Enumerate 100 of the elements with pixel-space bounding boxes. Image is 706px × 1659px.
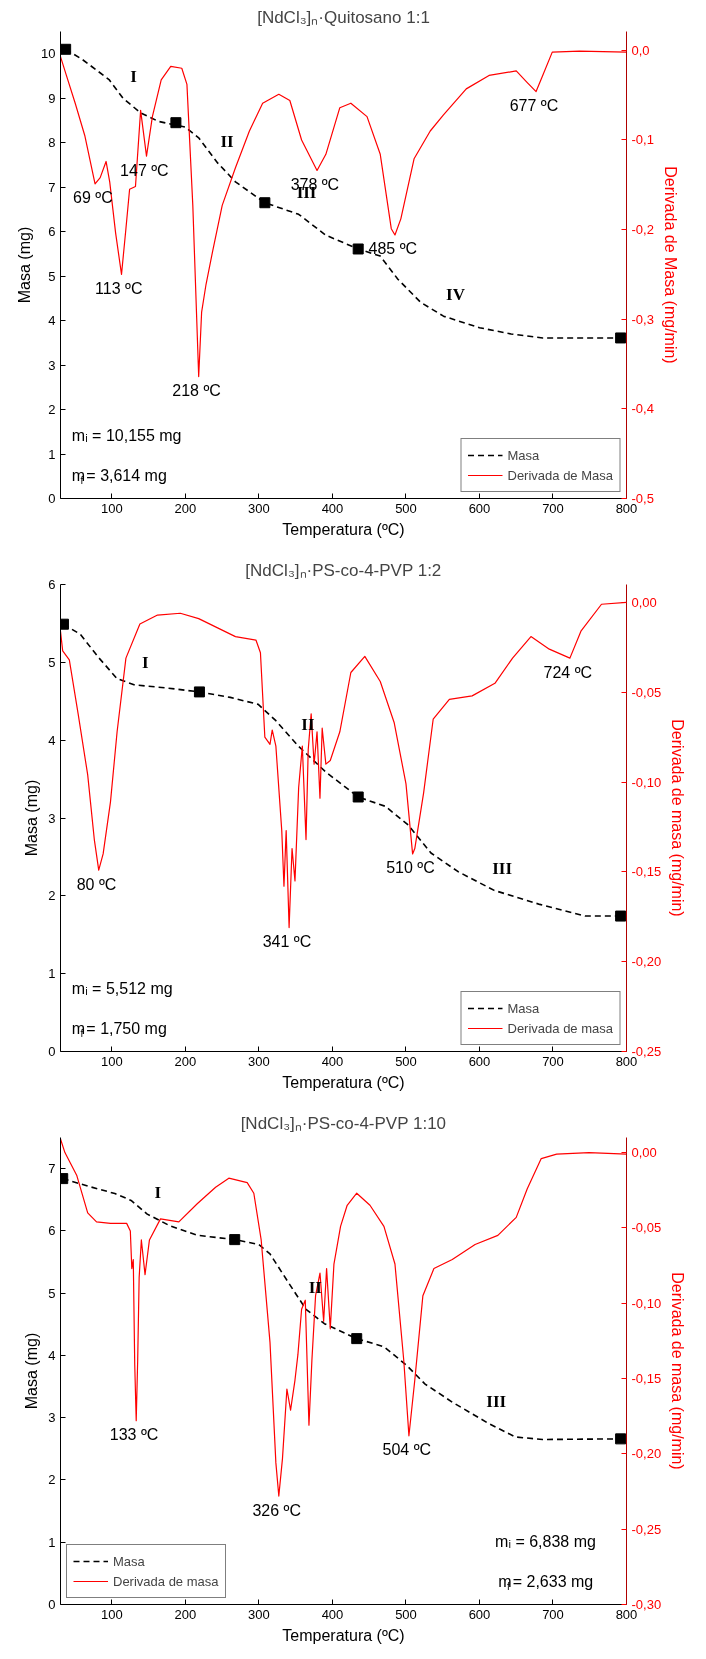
y-tick-label: 7 <box>48 1161 56 1177</box>
y2-tick-label: -0,20 <box>631 1446 662 1462</box>
x-tick-label: 200 <box>174 1606 197 1622</box>
y-tick-label: 0 <box>48 491 56 506</box>
point <box>615 332 627 344</box>
x-tick-label: 200 <box>174 500 197 516</box>
legend-label: Derivada de masa <box>113 1573 219 1589</box>
chart-title: [NdCl₃]ₙ·PS-co-4-PVP 1:2 <box>245 560 442 580</box>
annotation: IV <box>446 284 466 304</box>
y2-tick-label: -0,05 <box>631 684 662 700</box>
x-tick-label: 500 <box>395 500 417 516</box>
point <box>351 1333 363 1345</box>
annotation: 80 ºC <box>76 875 117 893</box>
y2-tick-label: -0,10 <box>631 774 662 790</box>
y2-tick-label: -0,20 <box>631 954 662 970</box>
annotation: mᵢ = 10,155 mg <box>71 426 182 444</box>
y2-axis-title: Derivada de Masa (mg/min) <box>661 166 679 364</box>
y-tick-label: 3 <box>48 357 56 373</box>
y-tick-label: 4 <box>48 1347 56 1363</box>
legend-label: Masa <box>113 1553 145 1569</box>
y-tick-label: 4 <box>48 732 56 748</box>
annotation: 510 ºC <box>386 859 435 877</box>
point <box>352 791 364 803</box>
legend-label: Derivada de Masa <box>507 467 613 483</box>
annotation: mᵢ = 6,838 mg <box>495 1532 596 1550</box>
annotation: 326 ºC <box>252 1501 301 1519</box>
y2-axis-title: Derivada de masa (mg/min) <box>669 719 687 917</box>
y-tick-label: 1 <box>48 1534 56 1550</box>
y-tick-label: 3 <box>48 1410 56 1426</box>
annotation: 218 ºC <box>172 382 221 400</box>
y-tick-label: 2 <box>48 402 56 418</box>
annotation: I <box>142 653 150 673</box>
x-tick-label: 300 <box>248 1053 270 1069</box>
annotation: 133 ºC <box>109 1426 159 1444</box>
y2-tick-label: 0,0 <box>631 42 650 58</box>
y-tick-label: 6 <box>48 1223 56 1239</box>
y-tick-label: 5 <box>48 654 56 670</box>
point <box>352 243 364 255</box>
y-tick-label: 10 <box>41 46 56 62</box>
x-tick-label: 300 <box>248 1606 270 1622</box>
annotation: III <box>492 858 513 878</box>
annotation: 485 ºC <box>368 240 418 258</box>
x-tick-label: 700 <box>542 1053 564 1069</box>
y2-tick-label: -0,30 <box>631 1597 662 1612</box>
y2-tick-label: -0,1 <box>631 132 654 148</box>
y2-tick-label: 0,00 <box>631 594 657 610</box>
annotation: III <box>486 1391 507 1411</box>
y-tick-label: 9 <box>48 90 56 106</box>
x-tick-label: 200 <box>174 1053 197 1069</box>
annotation: II <box>220 131 235 151</box>
x-tick-label: 600 <box>468 1606 491 1622</box>
y-axis-title: Masa (mg) <box>23 779 41 857</box>
y-tick-label: 6 <box>48 224 56 240</box>
annotation: mᵢ = 5,512 mg <box>71 979 173 997</box>
annotation: 504 ºC <box>382 1441 432 1459</box>
x-tick-label: 100 <box>101 1606 123 1622</box>
x-tick-label: 600 <box>468 500 491 516</box>
annotation: I <box>130 66 138 86</box>
y-tick-label: 2 <box>48 888 56 904</box>
chart-title: [NdCl₃]ₙ·PS-co-4-PVP 1:10 <box>240 1113 447 1133</box>
x-tick-label: 500 <box>395 1053 417 1069</box>
x-tick-label: 100 <box>101 1053 123 1069</box>
x-axis-title: Temperatura (ºC) <box>282 1073 405 1091</box>
annotation: 69 ºC <box>73 189 113 207</box>
x-tick-label: 600 <box>468 1053 491 1069</box>
annotation: 677 ºC <box>509 97 559 115</box>
y2-tick-label: -0,25 <box>631 1044 662 1059</box>
legend-label: Masa <box>507 447 540 463</box>
x-axis-title: Temperatura (ºC) <box>282 1626 405 1644</box>
y-tick-label: 8 <box>48 135 56 151</box>
point <box>170 117 182 129</box>
point <box>60 43 72 55</box>
y-tick-label: 3 <box>48 810 56 826</box>
y2-tick-label: 0,00 <box>631 1145 657 1161</box>
point <box>615 1433 627 1445</box>
y-tick-label: 0 <box>48 1597 56 1612</box>
x-tick-label: 100 <box>101 500 123 516</box>
chart-title: [NdCl₃]ₙ·Quitosano 1:1 <box>257 7 430 27</box>
y2-tick-label: -0,4 <box>631 401 654 417</box>
y2-tick-label: -0,10 <box>631 1295 662 1311</box>
y2-tick-label: -0,15 <box>631 1371 662 1387</box>
y-tick-label: 6 <box>48 577 56 592</box>
point <box>615 910 627 922</box>
y-tick-label: 1 <box>48 966 56 982</box>
x-tick-label: 400 <box>321 500 344 516</box>
y2-tick-label: -0,25 <box>631 1521 662 1537</box>
annotation: 724 ºC <box>543 663 593 681</box>
y-axis-title: Masa (mg) <box>23 1332 41 1410</box>
legend-label: Masa <box>507 1000 540 1016</box>
y-tick-label: 5 <box>48 1285 56 1301</box>
y-axis-title: Masa (mg) <box>16 226 34 304</box>
point <box>229 1234 241 1246</box>
y2-tick-label: -0,05 <box>631 1220 662 1236</box>
annotation: I <box>154 1182 162 1202</box>
x-tick-label: 700 <box>542 1606 564 1622</box>
legend-label: Derivada de masa <box>507 1020 613 1036</box>
x-axis-title: Temperatura (ºC) <box>282 520 405 538</box>
point <box>259 197 271 209</box>
x-tick-label: 500 <box>395 1606 417 1622</box>
y2-tick-label: -0,5 <box>631 491 654 506</box>
